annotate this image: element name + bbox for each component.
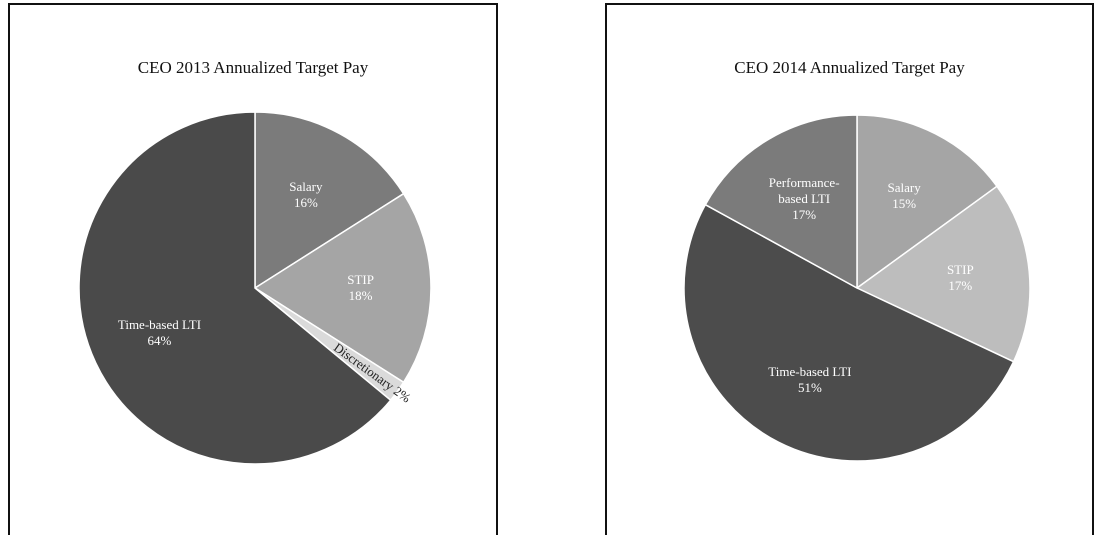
slice-category: Performance-based LTI — [768, 174, 840, 206]
chart-frame — [605, 3, 1094, 535]
pie-slice — [856, 114, 999, 290]
pie-slice — [253, 192, 432, 384]
slice-label: Salary 16% — [261, 179, 351, 211]
pie-slice — [855, 185, 1031, 363]
pie-slice — [254, 111, 405, 290]
slice-category: Time-based LTI — [768, 364, 852, 380]
pie-slice — [683, 203, 1015, 462]
chart-title: CEO 2013 Annualized Target Pay — [137, 58, 369, 77]
slice-value: 17% — [792, 206, 817, 222]
slice-value: 15% — [892, 195, 917, 211]
slice-label: STIP 17% — [915, 262, 1005, 294]
chart-title: CEO 2014 Annualized Target Pay — [734, 58, 965, 77]
slice-category: STIP — [347, 272, 374, 287]
slice-value: 16% — [293, 195, 318, 211]
slice-label: Performance-based LTI 17% — [759, 175, 849, 223]
slice-category: STIP — [946, 262, 974, 278]
slice-label: Time-based LTI 51% — [765, 364, 855, 396]
slice-label: STIP 18% — [316, 272, 406, 304]
slice-label: Time-based LTI 64% — [114, 317, 204, 349]
slice-value: 64% — [147, 332, 172, 348]
pie-slice — [78, 111, 392, 465]
slice-label: Salary 15% — [859, 180, 949, 212]
pie-slice — [704, 114, 858, 290]
slice-category: Salary — [887, 179, 921, 195]
slice-value: 18% — [348, 288, 373, 303]
slice-category: Time-based LTI — [117, 316, 202, 332]
slice-value: 17% — [948, 278, 973, 294]
slice-value: 51% — [797, 380, 822, 396]
slice-category: Salary — [289, 179, 323, 195]
chart-frame — [8, 3, 498, 535]
